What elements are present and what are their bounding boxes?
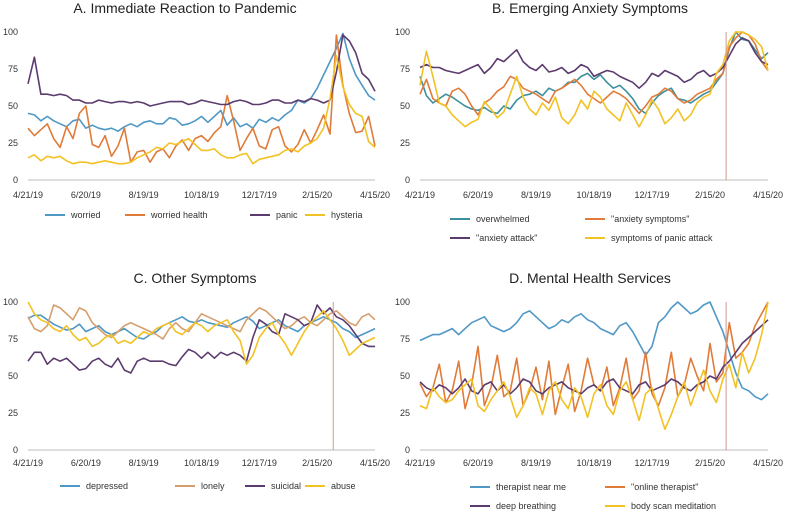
- chart-a-legend-label: worried health: [150, 210, 208, 220]
- panel-d: D. Mental Health Services 0 25 50 75 100 4/21/…: [392, 258, 785, 516]
- chart-c-legend-label: suicidal: [271, 481, 301, 491]
- chart-b-x-tick: 6/20/19: [463, 190, 493, 200]
- chart-c-x-tick: 6/20/19: [71, 458, 101, 468]
- chart-d: D. Mental Health Services 0 25 50 75 100 4/21/…: [395, 270, 783, 511]
- panel-a: A. Immediate Reaction to Pandemic 0 25 50 75…: [0, 0, 392, 258]
- chart-a-x-tick: 2/15/20: [302, 190, 332, 200]
- chart-c-x-tick: 12/17/19: [242, 458, 277, 468]
- chart-a-y-tick: 50: [8, 101, 18, 111]
- chart-c-y-tick: 50: [8, 371, 18, 381]
- chart-d-legend-label: deep breathing: [496, 501, 556, 511]
- chart-d-series-line: [419, 301, 769, 416]
- chart-d-x-tick: 6/20/19: [463, 458, 493, 468]
- chart-a-legend-label: worried: [70, 210, 101, 220]
- chart-a-x-tick: 8/19/19: [129, 190, 159, 200]
- chart-c-legend-label: lonely: [201, 481, 225, 491]
- chart-c-series-line: [27, 304, 376, 340]
- chart-d-x-tick: 2/15/20: [695, 458, 725, 468]
- chart-b-legend-label: "anxiety attack": [476, 233, 537, 243]
- chart-c-series-line: [27, 314, 376, 340]
- chart-d-series-line: [419, 301, 769, 401]
- chart-d-x-tick: 8/19/19: [521, 458, 551, 468]
- chart-c-series-line: [27, 301, 376, 365]
- chart-b-y-tick: 100: [395, 27, 410, 37]
- chart-d-x-tick: 12/17/19: [634, 458, 669, 468]
- chart-a-y-tick: 25: [8, 138, 18, 148]
- chart-a-y-tick: 100: [3, 27, 18, 37]
- chart-c-title: C. Other Symptoms: [134, 270, 257, 286]
- chart-c-y-tick: 75: [8, 334, 18, 344]
- chart-b: B. Emerging Anxiety Symptoms 0 25 50 75 100 4/…: [395, 0, 783, 243]
- chart-d-x-tick: 10/18/19: [576, 458, 611, 468]
- chart-d-legend-label: "online therapist": [631, 482, 698, 492]
- chart-b-x-tick: 12/17/19: [634, 190, 669, 200]
- chart-a: A. Immediate Reaction to Pandemic 0 25 50 75…: [3, 0, 390, 220]
- chart-d-x-tick: 4/15/20: [753, 458, 783, 468]
- chart-a-y-tick: 0: [13, 175, 18, 185]
- chart-c-y-tick: 0: [13, 445, 18, 455]
- chart-b-legend-label: overwhelmed: [476, 214, 530, 224]
- chart-b-series-line: [419, 37, 769, 89]
- chart-b-x-tick: 10/18/19: [576, 190, 611, 200]
- chart-d-y-tick: 25: [400, 408, 410, 418]
- chart-b-legend-label: symptoms of panic attack: [611, 233, 713, 243]
- chart-a-x-tick: 6/20/19: [71, 190, 101, 200]
- chart-a-series-line: [27, 54, 376, 165]
- chart-a-x-tick: 10/18/19: [184, 190, 219, 200]
- chart-b-y-tick: 50: [400, 101, 410, 111]
- chart-a-y-tick: 75: [8, 64, 18, 74]
- chart-b-y-tick: 0: [405, 175, 410, 185]
- chart-a-x-tick: 4/15/20: [360, 190, 390, 200]
- chart-d-series-line: [419, 301, 769, 431]
- chart-a-x-tick: 4/21/19: [13, 190, 43, 200]
- chart-a-series-line: [27, 34, 376, 163]
- chart-b-x-tick: 8/19/19: [521, 190, 551, 200]
- chart-c-y-tick: 100: [3, 297, 18, 307]
- chart-c-x-tick: 2/15/20: [302, 458, 332, 468]
- chart-a-series-line: [27, 32, 376, 132]
- chart-d-y-tick: 0: [405, 445, 410, 455]
- chart-b-legend-label: "anxiety symptoms": [611, 214, 689, 224]
- chart-a-legend-label: hysteria: [331, 210, 363, 220]
- chart-c-legend-label: depressed: [86, 481, 128, 491]
- chart-a-x-tick: 12/17/19: [242, 190, 277, 200]
- chart-b-series-line: [419, 31, 769, 128]
- chart-d-series-line: [419, 319, 769, 395]
- chart-a-series-line: [27, 34, 376, 107]
- chart-b-x-tick: 2/15/20: [695, 190, 725, 200]
- chart-a-legend-label: panic: [276, 210, 298, 220]
- chart-b-x-tick: 4/21/19: [405, 190, 435, 200]
- chart-b-x-tick: 4/15/20: [753, 190, 783, 200]
- chart-c-y-tick: 25: [8, 408, 18, 418]
- chart-d-title: D. Mental Health Services: [509, 270, 671, 286]
- chart-d-y-tick: 100: [395, 297, 410, 307]
- chart-d-x-tick: 4/21/19: [405, 458, 435, 468]
- panel-b: B. Emerging Anxiety Symptoms 0 25 50 75 100 4/…: [392, 0, 785, 258]
- chart-c-legend-label: abuse: [331, 481, 356, 491]
- chart-b-y-tick: 25: [400, 138, 410, 148]
- chart-b-series-line: [419, 31, 769, 116]
- chart-a-title: A. Immediate Reaction to Pandemic: [73, 0, 296, 16]
- chart-c: C. Other Symptoms 0 25 50 75 100 4/21/19 6/20/1…: [3, 270, 390, 491]
- chart-d-y-tick: 50: [400, 371, 410, 381]
- chart-c-x-tick: 4/21/19: [13, 458, 43, 468]
- chart-d-legend-label: therapist near me: [496, 482, 566, 492]
- chart-c-x-tick: 10/18/19: [184, 458, 219, 468]
- chart-c-x-tick: 8/19/19: [129, 458, 159, 468]
- chart-d-y-tick: 75: [400, 334, 410, 344]
- chart-d-legend-label: body scan meditation: [631, 501, 716, 511]
- chart-b-y-tick: 75: [400, 64, 410, 74]
- panel-c: C. Other Symptoms 0 25 50 75 100 4/21/19 6/20/1…: [0, 258, 392, 516]
- chart-b-title: B. Emerging Anxiety Symptoms: [492, 0, 688, 16]
- chart-b-series-line: [419, 31, 769, 115]
- chart-c-series-line: [27, 304, 375, 374]
- chart-c-x-tick: 4/15/20: [360, 458, 390, 468]
